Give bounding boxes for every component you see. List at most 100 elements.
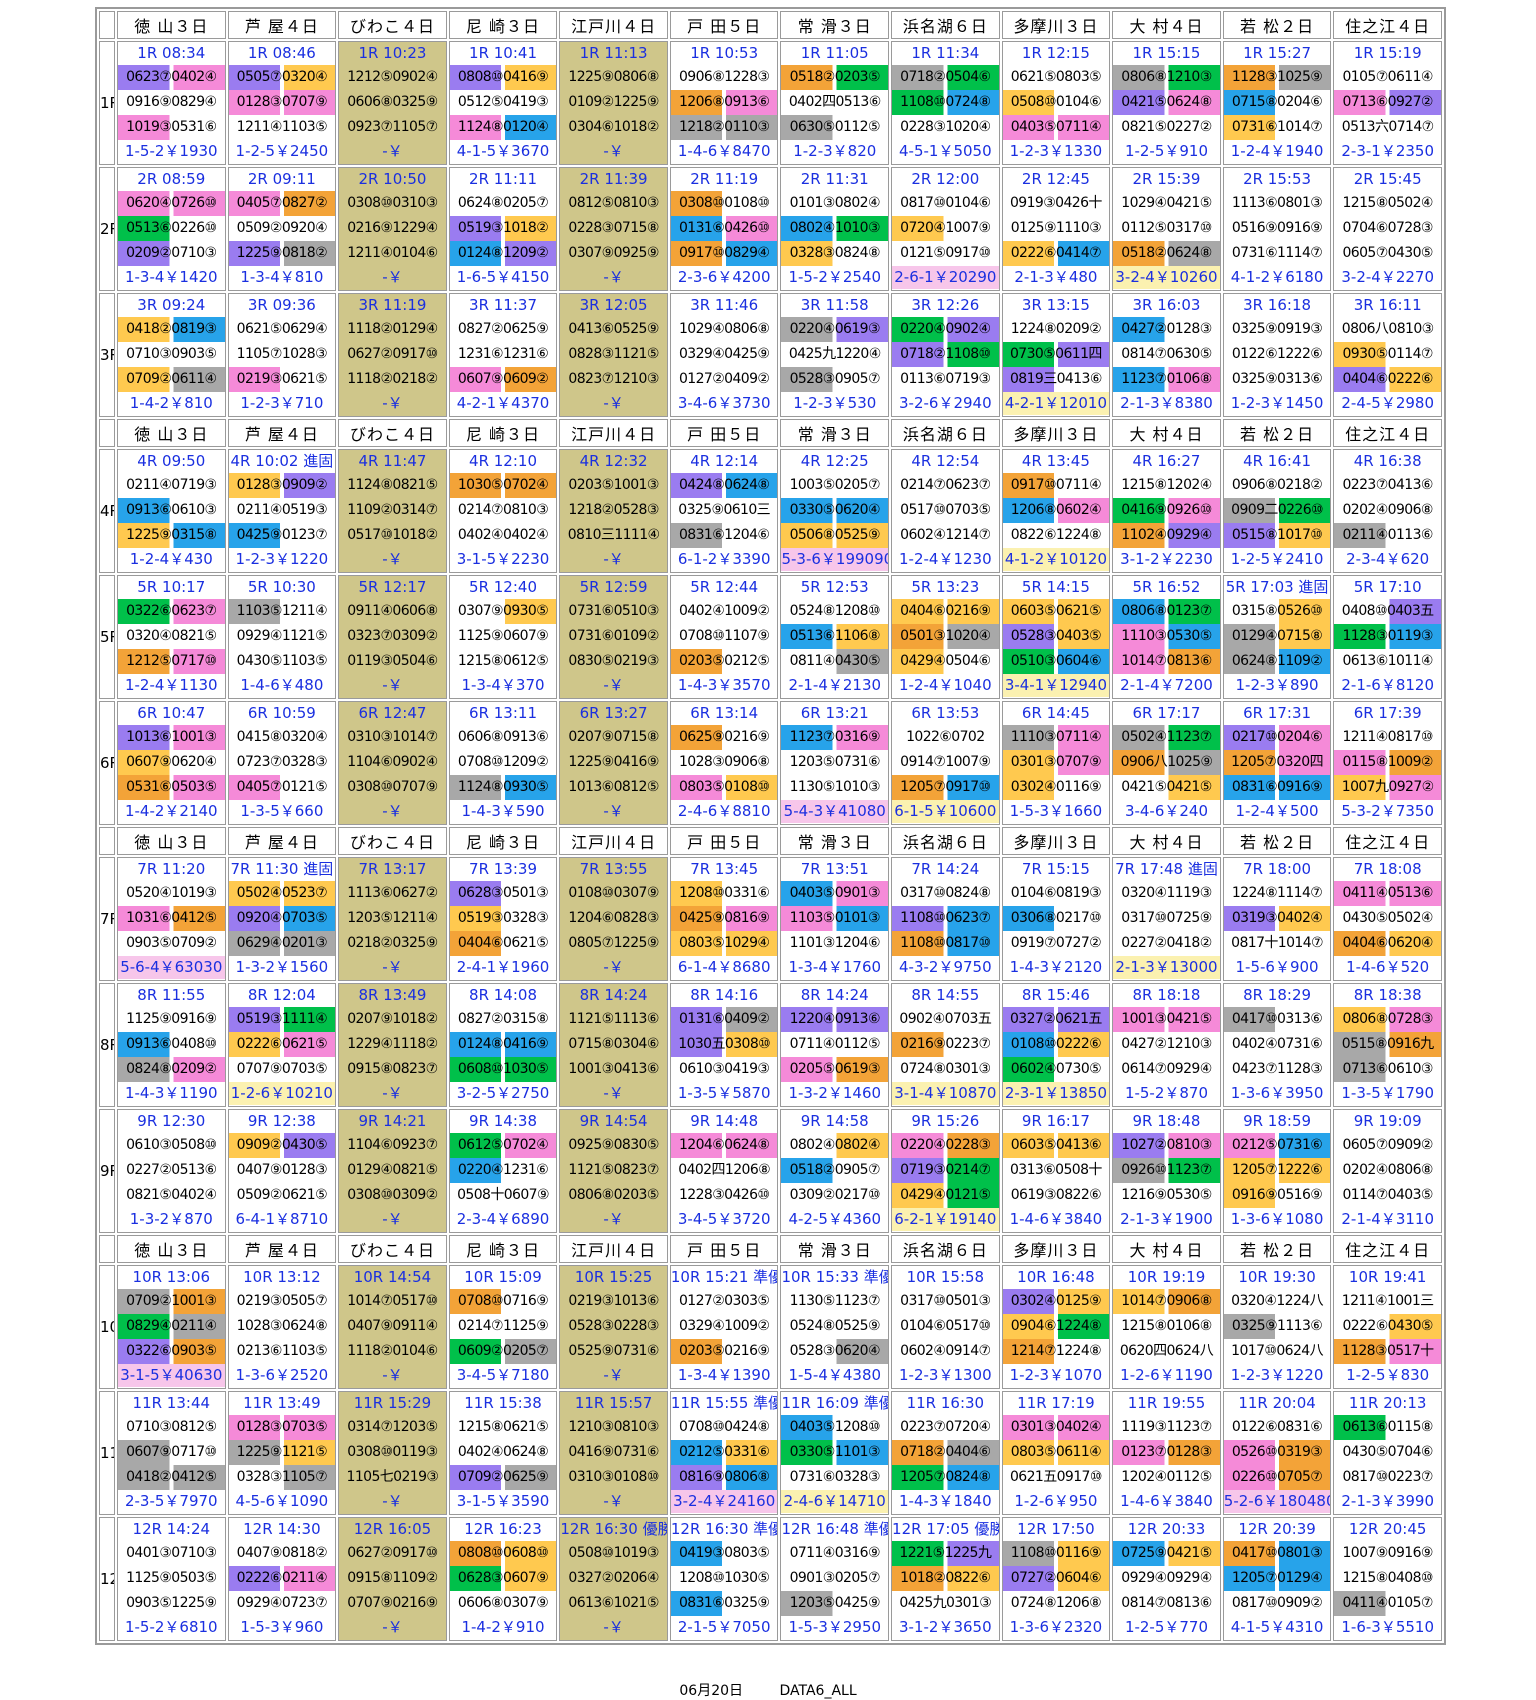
race-cell[interactable]: 10R 13:06 0709②1001③ 0829④0211④ 0322⑥0903⑤ 3… — [117, 1265, 226, 1389]
race-cell[interactable]: 11R 20:13 0613⑥0115⑧ 0430⑤0704⑥ 0817⑩0223⑦ 2… — [1333, 1391, 1442, 1515]
race-cell[interactable]: 2R 12:00 0817⑩0104⑥ 0720④1007⑨ 0121⑤0917⑩ 2-… — [891, 167, 1000, 291]
race-cell[interactable]: 11R 13:49 0128③0703⑤ 1225⑨1121⑤ 0328③1105⑦ 4… — [227, 1391, 337, 1515]
race-cell[interactable]: 10R 15:09 0708⑩0716⑨ 0214⑦1125⑨ 0609②0205⑦ 3… — [448, 1265, 558, 1389]
race-cell[interactable]: 4R 13:45 0917⑩0711④ 1206⑧0602④ 0822⑥1224⑧ 4-… — [1001, 449, 1111, 573]
race-cell[interactable]: 2R 11:39 0812⑤0810③ 0228③0715⑧ 0307⑨0925⑨ -￥ — [559, 167, 668, 291]
race-cell[interactable]: 7R 13:39 0628③0501③ 0519③0328③ 0404⑥0621⑤ 2-… — [448, 857, 558, 981]
race-cell[interactable]: 11R 20:04 0122⑥0831⑥ 0526⑩0319③ 0226⑩0705⑦ 5… — [1222, 1391, 1332, 1515]
race-cell[interactable]: 10R 19:41 1211④1001三 0222⑥0430⑤ 1128③0517十 1… — [1333, 1265, 1442, 1389]
race-cell[interactable]: 6R 17:17 0502④1123⑦ 0906八1025⑨ 0421⑤0421⑤ 3-… — [1112, 701, 1221, 825]
race-cell[interactable]: 3R 11:37 0827②0625⑨ 1231⑥1231⑥ 0607⑨0609② 4-… — [448, 293, 558, 417]
race-cell[interactable]: 2R 15:53 1113⑥0801③ 0516⑨0916⑨ 0731⑥1114⑦ 4-… — [1222, 167, 1332, 291]
race-cell[interactable]: 3R 11:58 0220④0619③ 0425九1220④ 0528③0905⑦ 1-… — [780, 293, 890, 417]
race-cell[interactable]: 9R 18:48 1027②0810③ 0926⑩1123⑦ 1216⑨0530⑤ 2-… — [1112, 1109, 1221, 1233]
race-cell[interactable]: 3R 16:03 0427②0128③ 0814⑦0630⑤ 1123⑦0106⑧ 2-… — [1112, 293, 1221, 417]
race-cell[interactable]: 3R 13:15 1224⑧0209② 0730⑤0611四 0819三0413⑥ 4-… — [1001, 293, 1111, 417]
race-cell[interactable]: 12R 17:50 1108⑩0116⑨ 0727②0604⑥ 0724⑧1206⑧ 1… — [1001, 1517, 1111, 1641]
race-cell[interactable]: 3R 16:18 0325⑨0919③ 0122⑥1222⑥ 0325⑨0313⑥ 1-… — [1222, 293, 1332, 417]
race-cell[interactable]: 8R 11:55 1125⑨0916⑨ 0913⑥0408⑩ 0824⑧0209② 1-… — [117, 983, 226, 1107]
race-cell[interactable]: 2R 11:31 0101③0802④ 0802④1010③ 0328③0824⑧ 1-… — [780, 167, 890, 291]
race-cell[interactable]: 2R 09:11 0405⑦0827② 0509②0920④ 1225⑨0818② 1-… — [227, 167, 337, 291]
race-cell[interactable]: 5R 14:15 0603⑤0621⑤ 0528③0403⑤ 0510③0604⑥ 3-… — [1001, 575, 1111, 699]
race-cell[interactable]: 8R 13:49 0207⑨1018② 1229④1118② 0915⑧0823⑦ -￥ — [338, 983, 447, 1107]
race-cell[interactable]: 5R 12:17 0911④0606⑧ 0323⑦0309② 0119③0504⑥ -￥ — [338, 575, 447, 699]
race-cell[interactable]: 10R 15:33 準優 1130⑤1123⑦ 0524⑧0525⑨ 0528③062… — [780, 1265, 890, 1389]
race-cell[interactable]: 7R 13:51 0403⑤0901③ 1103⑤0101③ 1101③1204⑥ 1-… — [780, 857, 890, 981]
race-cell[interactable]: 6R 17:31 0217⑩0204⑥ 1205⑦0320四 0831⑥0916⑨ 1-… — [1222, 701, 1332, 825]
race-cell[interactable]: 10R 15:21 準優 0127②0303⑤ 0329④1009② 0203⑤021… — [669, 1265, 779, 1389]
race-cell[interactable]: 5R 16:52 0806⑧0123⑦ 1110③0530⑤ 1014⑦0813⑥ 2-… — [1112, 575, 1221, 699]
race-cell[interactable]: 11R 15:29 0314⑦1203⑤ 0308⑩0119③ 1105七0219③ -… — [338, 1391, 447, 1515]
race-cell[interactable]: 8R 14:08 0827②0315⑧ 0124⑧0416⑨ 0608⑩1030⑤ 3-… — [448, 983, 558, 1107]
race-cell[interactable]: 1R 11:34 0718②0504⑥ 1108⑩0724⑧ 0228③1020④ 4-… — [891, 41, 1000, 165]
race-cell[interactable]: 9R 15:26 0220④0228③ 0719③0214⑦ 0429④0121⑤ 6-… — [891, 1109, 1000, 1233]
race-cell[interactable]: 1R 12:15 0621⑤0803⑤ 0508⑩0104⑥ 0403⑤0711④ 1-… — [1001, 41, 1111, 165]
race-cell[interactable]: 6R 14:45 1110③0711④ 0301③0707⑨ 0302④0116⑨ 1-… — [1001, 701, 1111, 825]
race-cell[interactable]: 5R 12:53 0524⑧1208⑩ 0513⑥1106⑧ 0811④0430⑤ 2-… — [780, 575, 890, 699]
race-cell[interactable]: 8R 18:18 1001③0421⑤ 0427②1210③ 0614⑦0929④ 1-… — [1112, 983, 1221, 1107]
race-cell[interactable]: 8R 18:38 0806⑧0728③ 0515⑧0916九 0713⑥0610③ 1-… — [1333, 983, 1442, 1107]
race-cell[interactable]: 4R 10:02 進固 0128③0909② 0211④0519③ 0425⑨0123… — [227, 449, 337, 573]
race-cell[interactable]: 9R 14:21 1104⑥0923⑦ 0129④0821⑤ 0308⑩0309② -￥ — [338, 1109, 447, 1233]
race-cell[interactable]: 3R 09:36 0621⑤0629④ 1105⑦1028③ 0219③0621⑤ 1-… — [227, 293, 337, 417]
race-cell[interactable]: 11R 17:19 0301③0402④ 0803⑤0611④ 0621五0917⑩ 1… — [1001, 1391, 1111, 1515]
race-cell[interactable]: 10R 15:25 0219③1013⑥ 0528③0228③ 0525⑨0731⑥ -… — [559, 1265, 668, 1389]
race-cell[interactable]: 9R 18:59 0212⑤0731⑥ 1205⑦1222⑥ 0916⑨0516⑨ 1-… — [1222, 1109, 1332, 1233]
race-cell[interactable]: 2R 15:45 1215⑧0502④ 0704⑥0728③ 0605⑦0430⑤ 3-… — [1333, 167, 1442, 291]
race-cell[interactable]: 6R 12:47 0310③1014⑦ 1104⑥0902④ 0308⑩0707⑨ -￥ — [338, 701, 447, 825]
race-cell[interactable]: 1R 08:34 0623⑦0402④ 0916⑨0829④ 1019③0531⑥ 1-… — [117, 41, 226, 165]
race-cell[interactable]: 4R 12:32 0203⑤1001③ 1218②0528③ 0810三1111④ -￥ — [559, 449, 668, 573]
race-cell[interactable]: 6R 10:47 1013⑥1001③ 0607⑨0620④ 0531⑥0503⑤ 1-… — [117, 701, 226, 825]
race-cell[interactable]: 1R 15:27 1128③1025⑨ 0715⑧0204⑥ 0731⑥1014⑦ 1-… — [1222, 41, 1332, 165]
race-cell[interactable]: 7R 14:24 0317⑩0824⑧ 1108⑩0623⑦ 1108⑩0817⑩ 4-… — [891, 857, 1000, 981]
race-cell[interactable]: 2R 10:50 0308⑩0310③ 0216⑨1229④ 1211④0104⑥ -￥ — [338, 167, 447, 291]
race-cell[interactable]: 4R 12:14 0424⑧0624⑧ 0325⑨0610三 0831⑥1204⑥ 6-… — [669, 449, 779, 573]
race-cell[interactable]: 4R 12:10 1030⑤0702④ 0214⑦0810③ 0402④0402④ 3-… — [448, 449, 558, 573]
race-cell[interactable]: 10R 19:19 1014⑦0906⑧ 1215⑧0106⑧ 0620四0624八 1… — [1112, 1265, 1221, 1389]
race-cell[interactable]: 11R 16:30 0223⑦0720④ 0718②0404⑥ 1205⑦0824⑧ 1… — [891, 1391, 1000, 1515]
race-cell[interactable]: 8R 14:55 0902④0703五 0216⑨0223⑦ 0724⑧0301③ 3-… — [891, 983, 1000, 1107]
race-cell[interactable]: 9R 16:17 0603⑤0413⑥ 0313⑥0508十 0619③0822⑥ 1-… — [1001, 1109, 1111, 1233]
race-cell[interactable]: 10R 19:30 0320④1224八 0325⑨1113⑥ 1017⑩0624八 1… — [1222, 1265, 1332, 1389]
race-cell[interactable]: 6R 10:59 0415⑧0320④ 0723⑦0328③ 0405⑦0121⑤ 1-… — [227, 701, 337, 825]
race-cell[interactable]: 12R 16:30 優勝 0508⑩1019③ 0327②0206④ 0613⑥102… — [559, 1517, 668, 1641]
race-cell[interactable]: 7R 13:55 0108⑩0307⑨ 1204⑥0828③ 0805⑦1225⑨ -￥ — [559, 857, 668, 981]
race-cell[interactable]: 3R 11:19 1118②0129④ 0627②0917⑩ 1118②0218② -￥ — [338, 293, 447, 417]
race-cell[interactable]: 12R 20:39 0417⑩0801③ 1205⑦0129④ 0817⑩0909② 4… — [1222, 1517, 1332, 1641]
race-cell[interactable]: 7R 11:20 0520④1019③ 1031⑥0412⑤ 0903⑤0709② 5-… — [117, 857, 226, 981]
race-cell[interactable]: 1R 15:19 0105⑦0611④ 0713⑥0927② 0513六0714⑦ 2-… — [1333, 41, 1442, 165]
race-cell[interactable]: 7R 15:15 0104⑥0819③ 0306⑧0217⑩ 0919⑦0727② 1-… — [1001, 857, 1111, 981]
race-cell[interactable]: 8R 14:16 0131⑥0409② 1030五0308⑩ 0610③0419③ 1-… — [669, 983, 779, 1107]
race-cell[interactable]: 1R 11:05 0518②0203⑤ 0402四0513⑥ 0630⑤0112⑤ 1-… — [780, 41, 890, 165]
race-cell[interactable]: 8R 14:24 1121⑤1113⑥ 0715⑧0304⑥ 1001③0413⑥ -￥ — [559, 983, 668, 1107]
race-cell[interactable]: 6R 13:11 0606⑧0913⑥ 0708⑩1209② 1124⑧0930⑤ 1-… — [448, 701, 558, 825]
race-cell[interactable]: 11R 13:44 0710③0812⑤ 0607⑨0717⑩ 0418②0412⑤ 2… — [117, 1391, 226, 1515]
race-cell[interactable]: 12R 16:23 0808⑩0608⑩ 0628③0607⑨ 0606⑧0307⑨ 1… — [448, 1517, 558, 1641]
race-cell[interactable]: 5R 10:30 1103⑤1211④ 0929④1121⑤ 0430⑤1103⑤ 1-… — [227, 575, 337, 699]
race-cell[interactable]: 2R 12:45 0919③0426十 0125⑨1110③ 0222⑥0414⑦ 2-… — [1001, 167, 1111, 291]
race-cell[interactable]: 4R 16:41 0906⑧0218② 0909二0226⑩ 0515⑧1017⑩ 1-… — [1222, 449, 1332, 573]
race-cell[interactable]: 1R 10:41 0808⑩0416⑨ 0512⑤0419③ 1124⑧0120④ 4-… — [448, 41, 558, 165]
race-cell[interactable]: 4R 09:50 0211④0719③ 0913⑥0610③ 1225⑨0315⑧ 1-… — [117, 449, 226, 573]
race-cell[interactable]: 5R 12:59 0731⑥0510③ 0731⑥0109② 0830⑤0219③ -￥ — [559, 575, 668, 699]
race-cell[interactable]: 11R 15:38 1215⑧0621⑤ 0402④0624⑧ 0709②0625⑨ 3… — [448, 1391, 558, 1515]
race-cell[interactable]: 12R 16:30 準優 0419③0803⑤ 1208⑩1030⑤ 0831⑥032… — [669, 1517, 779, 1641]
race-cell[interactable]: 3R 12:05 0413⑥0525⑨ 0828③1121⑤ 0823⑦1210③ -￥ — [559, 293, 668, 417]
race-cell[interactable]: 11R 15:57 1210③0810③ 0416⑨0731⑥ 0310③0108⑩ -… — [559, 1391, 668, 1515]
race-cell[interactable]: 8R 12:04 0519③1111④ 0222⑥0621⑤ 0707⑨0703⑤ 1-… — [227, 983, 337, 1107]
race-cell[interactable]: 12R 20:45 1007⑨0916⑨ 1215⑧0408⑩ 0411④0105⑦ 1… — [1333, 1517, 1442, 1641]
race-cell[interactable]: 4R 11:47 1124⑧0821⑤ 1109②0314⑦ 0517⑩1018② -￥ — [338, 449, 447, 573]
race-cell[interactable]: 12R 16:05 0627②0917⑩ 0915⑧1109② 0707⑨0216⑨ -… — [338, 1517, 447, 1641]
race-cell[interactable]: 4R 12:54 0214⑦0623⑦ 0517⑩0703⑤ 0602④1214⑦ 1-… — [891, 449, 1000, 573]
race-cell[interactable]: 10R 14:54 1014⑦0517⑩ 0407⑨0911④ 1118②0104⑥ -… — [338, 1265, 447, 1389]
race-cell[interactable]: 6R 13:14 0625⑨0216⑨ 1028③0906⑧ 0803⑤0108⑩ 2-… — [669, 701, 779, 825]
race-cell[interactable]: 5R 12:40 0307⑨0930⑤ 1125⑨0607⑨ 1215⑧0612⑤ 1-… — [448, 575, 558, 699]
race-cell[interactable]: 12R 14:30 0407⑨0818② 0222⑥0211④ 0929④0723⑦ 1… — [227, 1517, 337, 1641]
race-cell[interactable]: 11R 15:55 準優 0708⑩0424⑧ 0212⑤0331⑥ 0816⑨080… — [669, 1391, 779, 1515]
race-cell[interactable]: 12R 20:33 0725⑨0421⑤ 0929④0929④ 0814⑦0813⑥ 1… — [1112, 1517, 1221, 1641]
race-cell[interactable]: 12R 16:48 準優 0711④0316⑨ 0901③0205⑦ 1203⑤042… — [780, 1517, 890, 1641]
race-cell[interactable]: 9R 14:48 1204⑥0624⑧ 0402四1206⑧ 1228③0426⑩ 3-… — [669, 1109, 779, 1233]
race-cell[interactable]: 12R 17:05 優勝 1221⑤1225九 1018②0822⑥ 0425九030… — [891, 1517, 1000, 1641]
race-cell[interactable]: 6R 17:39 1211④0817⑩ 0115⑧1009② 1007九0927② 5-… — [1333, 701, 1442, 825]
race-cell[interactable]: 7R 18:00 1224⑧1114⑦ 0319③0402④ 0817十1014⑦ 1-… — [1222, 857, 1332, 981]
